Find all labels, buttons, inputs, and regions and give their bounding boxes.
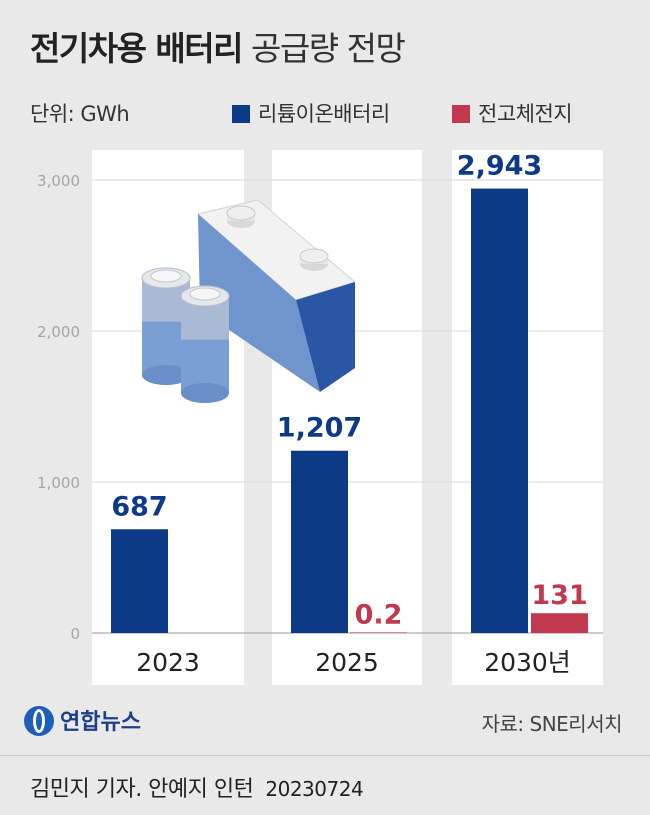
data-label-solid-state-2025: 0.2: [355, 599, 403, 630]
legend-label-lithium: 리튬이온배터리: [258, 102, 390, 126]
legend-item-lithium: 리튬이온배터리: [232, 98, 390, 128]
data-label-lithium-2030년: 2,943: [457, 151, 542, 182]
legend-item-solid-state: 전고체전지: [452, 98, 573, 128]
source-note: 자료: SNE리서치: [481, 712, 623, 736]
legend-label-solid-state: 전고체전지: [478, 102, 573, 126]
credit-date: 20230724: [265, 777, 364, 801]
bar-lithium-2025: [291, 450, 348, 633]
data-label-lithium-2025: 1,207: [277, 413, 362, 444]
x-tick-label: 2030년: [484, 648, 571, 677]
credit-line: 김민지 기자. 안예지 인턴 20230724: [30, 771, 364, 803]
bar-lithium-2030년: [471, 188, 528, 633]
title-main: 전기차용 배터리: [30, 29, 244, 68]
globe-icon: [24, 706, 54, 736]
x-tick-label: 2025: [315, 648, 379, 677]
battery-illustration: [141, 199, 357, 403]
bar-lithium-2023: [111, 529, 168, 633]
legend-swatch-lithium: [232, 105, 250, 123]
legend-swatch-solid-state: [452, 105, 470, 123]
y-tick-label: 3,000: [37, 172, 80, 190]
data-label-solid-state-2030년: 131: [531, 580, 587, 611]
yonhap-logo: 연합뉴스: [24, 704, 141, 736]
unit-label: 단위: GWh: [30, 102, 130, 126]
footer-divider: [0, 755, 650, 756]
y-tick-label: 0: [70, 625, 80, 643]
chart-title: 전기차용 배터리 공급량 전망: [30, 22, 406, 70]
data-label-lithium-2023: 687: [111, 491, 167, 522]
bar-solid-state-2030년: [531, 613, 588, 633]
bar-chart: 0 1,000 2,000 3,000 687 2023 1,207 0.2 2025 2,943…: [37, 150, 603, 685]
credit-names: 김민지 기자. 안예지 인턴: [30, 777, 254, 802]
bar-solid-state-2025: [350, 632, 407, 633]
title-sub: 공급량 전망: [251, 29, 406, 68]
y-tick-label: 1,000: [37, 474, 80, 492]
y-tick-label: 2,000: [37, 323, 80, 341]
logo-text: 연합뉴스: [60, 710, 141, 735]
x-tick-label: 2023: [136, 648, 200, 677]
